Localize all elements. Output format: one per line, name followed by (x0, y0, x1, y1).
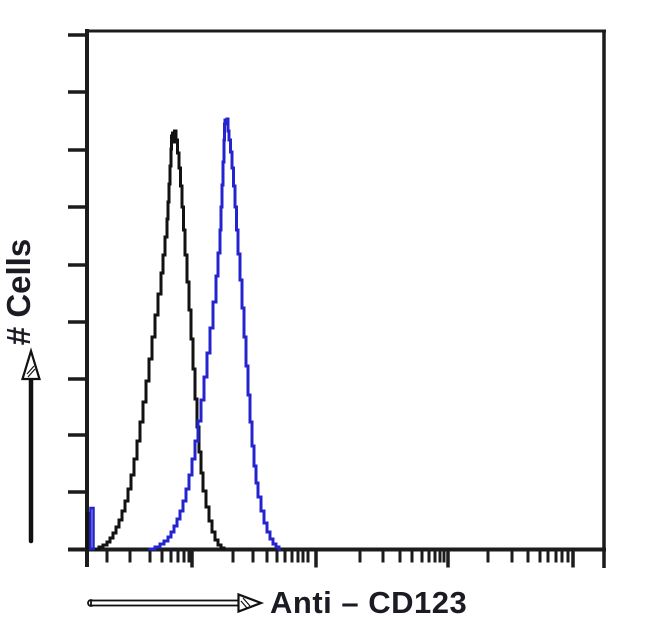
arrow-right-icon (87, 592, 265, 614)
y-axis-ticks (68, 33, 86, 494)
x-axis-ticks (105, 551, 575, 568)
blue-histogram-curve (148, 117, 281, 551)
black-histogram-curve (93, 129, 226, 551)
blue-histogram-origin-spike (89, 506, 95, 551)
x-axis-label: Anti – CD123 (270, 585, 467, 620)
y-axis-label-group: # Cells (0, 239, 41, 544)
histogram-curves (85, 117, 281, 551)
plot-frame (68, 29, 606, 568)
arrow-up-icon (21, 347, 41, 544)
x-axis-label-group: Anti – CD123 (87, 585, 467, 620)
y-axis-label: # Cells (0, 239, 37, 345)
